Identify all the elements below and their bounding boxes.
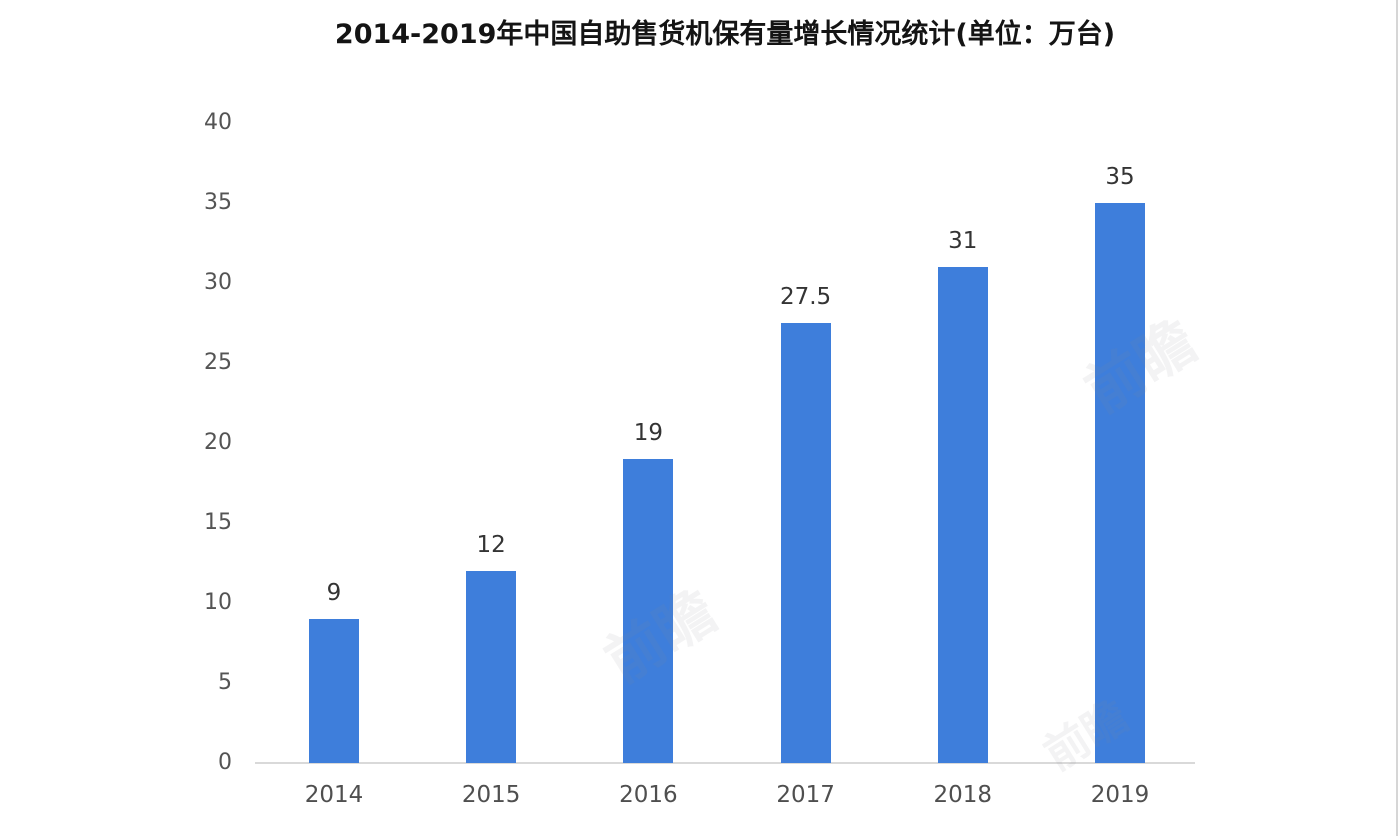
chart-title: 2014-2019年中国自助售货机保有量增长情况统计(单位：万台)	[334, 19, 1116, 50]
bar-2019	[1095, 203, 1145, 763]
y-axis-tick-label: 35	[204, 190, 232, 215]
x-axis-tick-label: 2014	[304, 782, 364, 808]
x-axis-tick-label: 2017	[776, 782, 835, 808]
bar-value-label: 9	[326, 580, 342, 606]
bar-2015	[466, 571, 517, 763]
y-axis-tick-label: 25	[204, 350, 232, 375]
y-axis-tick-label: 40	[204, 110, 232, 135]
x-axis-tick-label: 2019	[1090, 782, 1150, 808]
y-axis-tick-label: 15	[204, 510, 232, 535]
screenshot-right-border	[1396, 0, 1398, 836]
bar-value-label: 19	[633, 420, 664, 446]
bar-2014	[309, 619, 359, 763]
y-axis-tick-label: 5	[218, 670, 232, 695]
x-axis-tick-label: 2016	[619, 782, 678, 808]
y-axis-tick-label: 10	[204, 590, 232, 615]
y-axis-tick-label: 20	[204, 430, 232, 455]
bar-value-label: 35	[1105, 164, 1135, 190]
x-axis-baseline	[255, 762, 1195, 764]
bar-value-label: 12	[476, 532, 506, 558]
bar-2016	[623, 459, 674, 763]
y-axis-tick-label: 30	[204, 270, 232, 295]
bar-2017	[780, 323, 831, 763]
y-axis-tick-label: 0	[218, 750, 232, 775]
x-axis-tick-label: 2015	[461, 782, 521, 808]
bar-2018	[937, 267, 988, 763]
bar-value-label: 31	[948, 228, 978, 254]
bar-value-label: 27.5	[779, 284, 832, 310]
x-axis-tick-label: 2018	[933, 782, 993, 808]
